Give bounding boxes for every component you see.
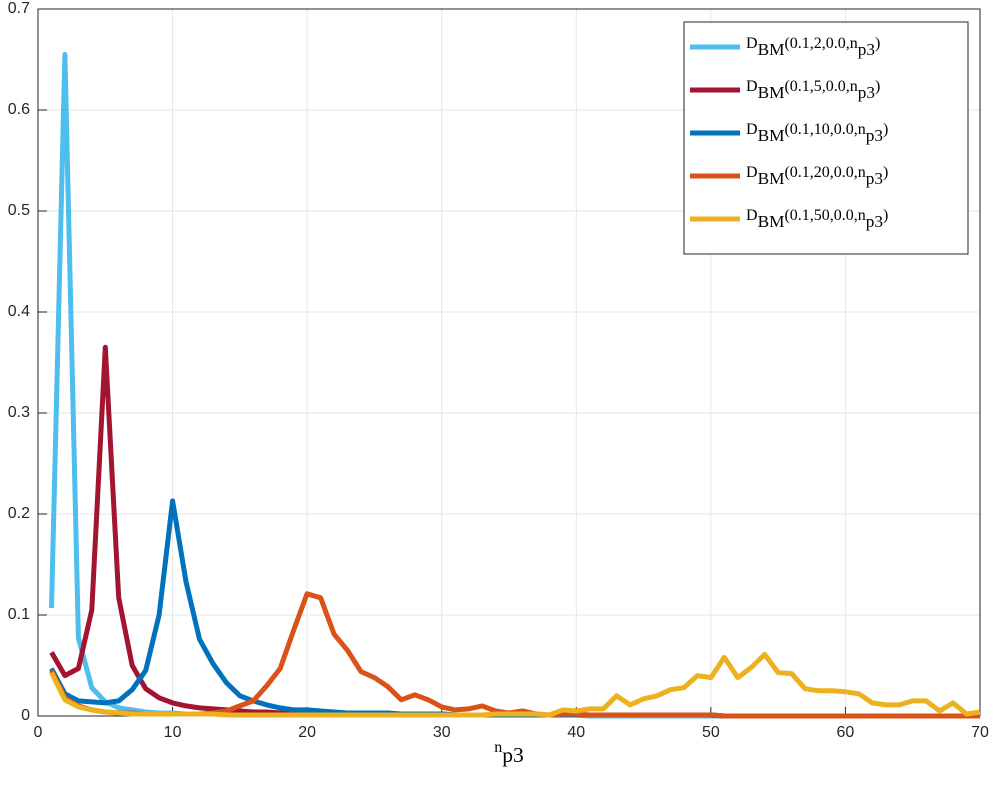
x-tick-label: 0: [34, 724, 43, 741]
legend-label: DBM(0.1,10,0.0,np3): [746, 121, 888, 145]
x-tick-label: 30: [433, 724, 451, 741]
x-tick-label: 70: [971, 724, 989, 741]
series-line: [49, 651, 981, 718]
legend-label: DBM(0.1,2,0.0,np3): [746, 35, 880, 59]
legend-label: DBM(0.1,5,0.0,np3): [746, 78, 880, 102]
y-tick-label: 0: [21, 707, 30, 724]
y-tick-label: 0.1: [8, 606, 30, 623]
y-tick-label: 0.5: [8, 202, 30, 219]
x-tick-label: 20: [298, 724, 316, 741]
legend-box: [683, 21, 969, 255]
legend-label: DBM(0.1,20,0.0,np3): [746, 164, 888, 188]
y-tick-label: 0.7: [8, 0, 30, 17]
y-tick-label: 0.2: [8, 505, 30, 522]
x-tick-label: 10: [164, 724, 182, 741]
y-tick-label: 0.6: [8, 101, 30, 118]
x-axis-label: np3: [494, 739, 524, 767]
x-tick-label: 40: [567, 724, 585, 741]
legend-label: DBM(0.1,50,0.0,np3): [746, 207, 888, 231]
legend: DBM(0.1,2,0.0,np3) DBM(0.1,5,0.0,np3) DBM(…: [683, 21, 969, 255]
y-tick-label: 0.4: [8, 303, 30, 320]
y-tick-label: 0.3: [8, 404, 30, 421]
x-tick-label: 60: [837, 724, 855, 741]
x-tick-label: 50: [702, 724, 720, 741]
